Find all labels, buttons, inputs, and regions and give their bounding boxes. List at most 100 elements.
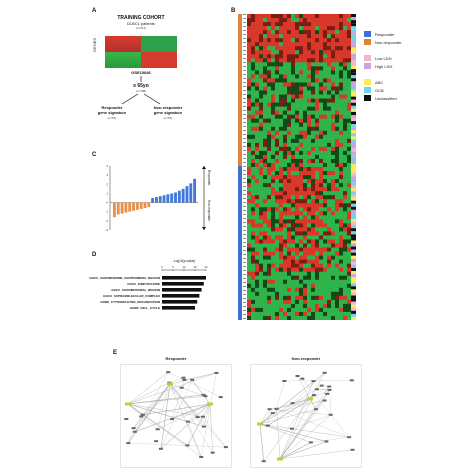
responder-signature: Responder gene signature bbox=[97, 105, 127, 115]
legend-swatch bbox=[364, 63, 371, 69]
network-edge bbox=[259, 385, 322, 425]
network-hub-node bbox=[307, 397, 313, 401]
heatmap-legend: Responder Non-responder Low LDH High LDH ABC… bbox=[364, 30, 464, 102]
network-edge bbox=[267, 409, 270, 426]
network-edge bbox=[184, 372, 217, 381]
c-side-label-top: Responder bbox=[207, 170, 211, 187]
network-node bbox=[267, 408, 272, 411]
c-bar bbox=[174, 192, 177, 203]
network-node bbox=[132, 430, 137, 433]
network-edge bbox=[279, 395, 315, 460]
network-node bbox=[349, 379, 354, 382]
network-node bbox=[322, 371, 327, 374]
c-bar bbox=[113, 202, 116, 218]
network-edge bbox=[169, 377, 184, 383]
network-edge bbox=[259, 409, 317, 425]
network-edge bbox=[259, 423, 327, 442]
network-edge bbox=[128, 442, 226, 448]
network-node bbox=[201, 425, 206, 428]
group-bar-responder bbox=[238, 166, 242, 320]
c-bar bbox=[155, 197, 158, 203]
network-node bbox=[350, 448, 355, 451]
network-edge bbox=[279, 449, 353, 460]
age-filter: ≥ 65yo bbox=[133, 83, 149, 89]
network-edge bbox=[201, 372, 217, 458]
legend-item: GCB bbox=[364, 86, 464, 94]
network-edge bbox=[171, 379, 185, 420]
legend-label: Low LDH bbox=[375, 55, 392, 61]
network-node bbox=[185, 420, 190, 423]
c-bar bbox=[139, 202, 143, 209]
c-tick-label: -2 bbox=[105, 219, 108, 223]
network-node bbox=[166, 371, 171, 374]
c-tick-label: 1 bbox=[106, 191, 108, 195]
d-tick-label: 20 bbox=[204, 265, 208, 269]
legend-swatch bbox=[364, 87, 371, 93]
network-node bbox=[200, 415, 205, 418]
c-bar bbox=[120, 202, 124, 214]
network-responder: Responder bbox=[120, 356, 232, 468]
network-hub-node bbox=[125, 402, 131, 406]
panel-label-a: A bbox=[92, 8, 97, 14]
dendrogram bbox=[243, 14, 246, 320]
network-hub-node bbox=[277, 457, 283, 461]
network-node bbox=[139, 415, 144, 418]
d-category-label: GOBP_CELL_CYCLE bbox=[130, 306, 160, 310]
network-edge bbox=[160, 403, 211, 449]
c-side-label-bottom: Non-responder bbox=[207, 200, 211, 222]
d-tick-label: 10 bbox=[182, 265, 186, 269]
network-node bbox=[261, 460, 266, 463]
network-edge bbox=[127, 403, 188, 446]
legend-swatch bbox=[364, 39, 371, 45]
legend-swatch bbox=[364, 55, 371, 61]
network-edge bbox=[276, 380, 285, 409]
c-tick-label: 3 bbox=[106, 173, 108, 177]
network-hub-node bbox=[167, 382, 173, 386]
c-bar bbox=[185, 186, 189, 203]
network-edge bbox=[259, 409, 270, 425]
c-tick-label: 0 bbox=[106, 201, 108, 205]
annotation-strip bbox=[351, 14, 356, 321]
network-node bbox=[300, 377, 305, 380]
group-bar-nonresponder bbox=[238, 14, 242, 166]
network-node bbox=[274, 407, 279, 410]
network-edge bbox=[329, 389, 331, 415]
c-bar bbox=[132, 202, 135, 211]
panel-d-bar-chart: -Log10(p-value) 0 5 10 15 20 GOCC_CHROMOSOME_C… bbox=[89, 259, 208, 310]
dataset-label: GSE10846 bbox=[131, 70, 151, 75]
network-edge bbox=[187, 421, 202, 458]
network-edge bbox=[313, 386, 330, 396]
d-category-label: GOCC_CHROMOSOMAL_REGION bbox=[111, 288, 160, 292]
network-node bbox=[195, 416, 200, 419]
network-edge bbox=[127, 394, 204, 405]
age-n: (n=188) bbox=[135, 89, 147, 93]
network-edge bbox=[310, 437, 350, 443]
legend-item: ABC bbox=[364, 78, 464, 86]
network-hub-node bbox=[257, 422, 263, 426]
network-edge bbox=[263, 398, 311, 462]
network-edge bbox=[133, 383, 171, 429]
c-bar bbox=[193, 178, 197, 203]
network-edge bbox=[172, 403, 211, 420]
legend-item: Responder bbox=[364, 30, 464, 38]
d-category-label: GOCC_CHROMOSOME_CENTROMERIC_REGION bbox=[89, 276, 160, 280]
network-node bbox=[185, 444, 190, 447]
network-edge bbox=[160, 417, 198, 449]
network-node bbox=[314, 408, 318, 411]
network-node bbox=[270, 412, 275, 415]
network-edge bbox=[276, 408, 281, 460]
network-edge bbox=[330, 414, 350, 438]
network-edge bbox=[302, 378, 331, 415]
network-node bbox=[218, 396, 223, 399]
responder-n: (n=94) bbox=[107, 116, 117, 120]
network-node bbox=[308, 441, 313, 444]
c-tick-label: -1 bbox=[105, 210, 108, 214]
network-node bbox=[327, 388, 332, 391]
network-node bbox=[214, 371, 219, 374]
network-edge bbox=[309, 389, 330, 400]
network-edge bbox=[169, 383, 206, 397]
network-edge bbox=[292, 372, 325, 404]
network-node bbox=[290, 402, 295, 405]
network-edge bbox=[187, 421, 204, 427]
network-edge bbox=[142, 383, 171, 415]
